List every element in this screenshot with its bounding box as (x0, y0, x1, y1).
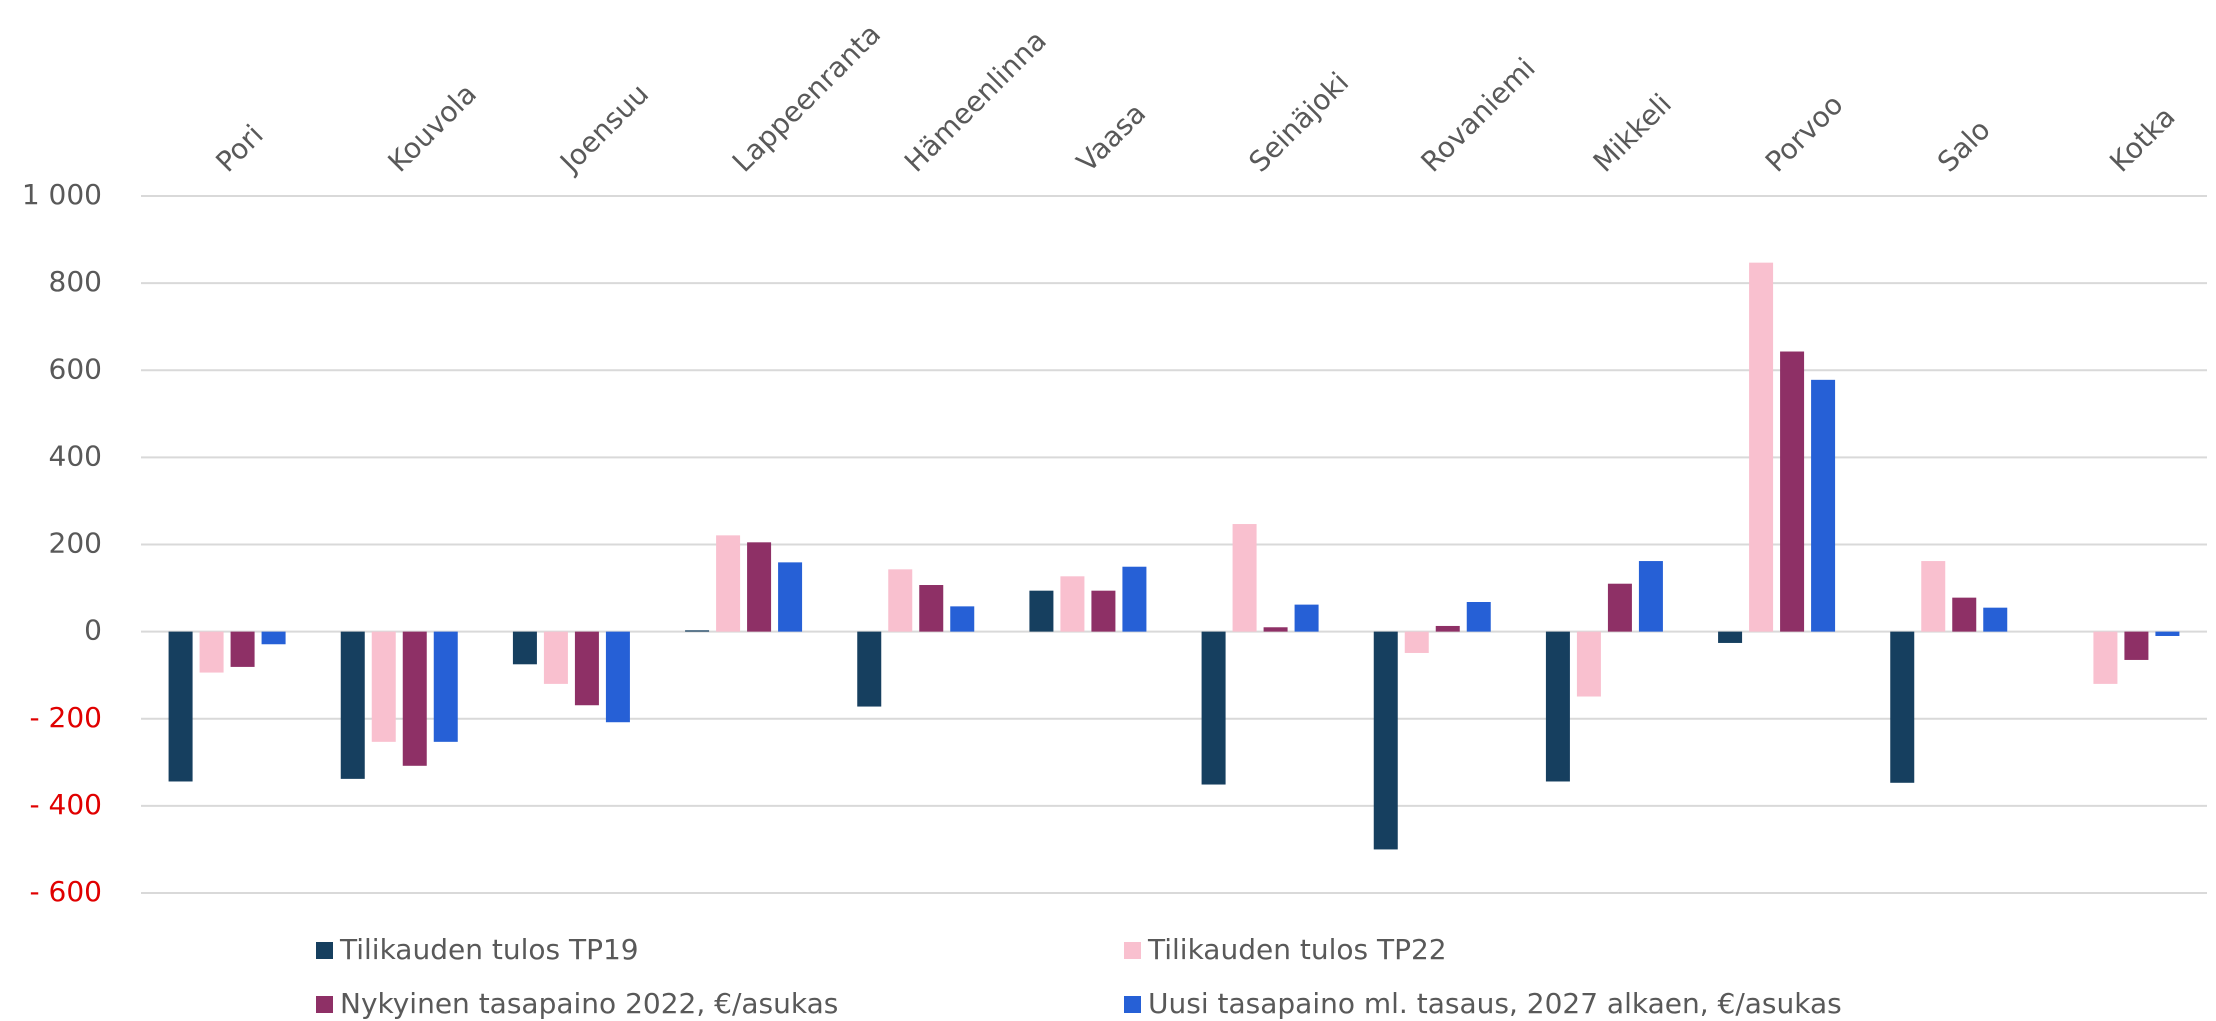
x-tick-label: Vaasa (1070, 97, 1152, 179)
x-tick-label: Salo (1931, 113, 1997, 179)
y-tick-label: - 400 (30, 788, 102, 821)
bar (950, 606, 975, 632)
bar (1263, 627, 1288, 632)
bar (402, 631, 427, 766)
bar (1952, 597, 1977, 632)
x-tick-label: Lappeenranta (726, 17, 887, 178)
bar (778, 562, 803, 632)
bar (605, 631, 630, 723)
bar (2155, 631, 2180, 636)
bar (340, 631, 365, 779)
legend-label: Nykyinen tasapaino 2022, €/asukas (340, 987, 838, 1020)
x-tick-label: Kouvola (382, 77, 483, 178)
bar (1811, 379, 1836, 632)
legend-swatch (316, 996, 333, 1013)
bar (168, 631, 193, 782)
y-tick-label: - 600 (30, 875, 102, 908)
y-tick-label: 0 (84, 614, 102, 647)
bar (685, 630, 710, 632)
x-tick-label: Joensuu (552, 77, 655, 180)
bar (2093, 631, 2118, 684)
x-tick-label: Hämeenlinna (898, 24, 1053, 179)
bar (1122, 566, 1147, 632)
x-tick-label: Pori (209, 118, 269, 178)
y-tick-label: 400 (49, 439, 102, 472)
y-tick-label: - 200 (30, 701, 102, 734)
legend-swatch (1124, 996, 1141, 1013)
bar (857, 631, 882, 707)
bar (1545, 631, 1570, 782)
bar (1607, 583, 1632, 632)
bar (1435, 625, 1460, 632)
legend-label: Tilikauden tulos TP22 (1147, 933, 1447, 966)
bar (574, 631, 599, 706)
bar (1232, 524, 1257, 632)
bar (1921, 561, 1946, 632)
bar (1780, 351, 1805, 632)
bar (716, 535, 741, 632)
bar (199, 631, 224, 673)
bar (1373, 631, 1398, 850)
bar (1718, 631, 1743, 643)
bar (1576, 631, 1601, 697)
bar (1638, 561, 1663, 632)
bar (371, 631, 396, 742)
bar (888, 569, 913, 632)
bar (261, 631, 286, 645)
x-tick-label: Seinäjoki (1242, 66, 1355, 179)
bar (543, 631, 568, 684)
bar (1294, 604, 1319, 632)
bar (1091, 590, 1116, 632)
bar (1749, 262, 1774, 632)
bar (747, 542, 772, 632)
legend-swatch (316, 942, 333, 959)
bar (2124, 631, 2149, 660)
bar (919, 585, 944, 632)
legend-label: Uusi tasapaino ml. tasaus, 2027 alkaen, … (1148, 987, 1842, 1020)
bar (230, 631, 255, 667)
legend-label: Tilikauden tulos TP19 (339, 933, 639, 966)
x-tick-label: Porvoo (1759, 88, 1850, 179)
bar (433, 631, 458, 742)
bar (1466, 602, 1491, 632)
y-tick-label: 200 (49, 527, 102, 560)
bar (1404, 631, 1429, 653)
bar (1029, 590, 1054, 632)
bar (1890, 631, 1915, 783)
y-tick-label: 600 (49, 352, 102, 385)
x-tick-label: Rovaniemi (1415, 51, 1542, 178)
bar (1201, 631, 1226, 785)
y-tick-label: 1 000 (22, 178, 102, 211)
y-tick-label: 800 (49, 265, 102, 298)
bar (1060, 576, 1085, 632)
bar (1983, 607, 2008, 632)
legend-swatch (1124, 942, 1141, 959)
x-tick-label: Kotka (2103, 100, 2181, 178)
bar (512, 631, 537, 665)
x-tick-label: Mikkeli (1587, 87, 1678, 178)
